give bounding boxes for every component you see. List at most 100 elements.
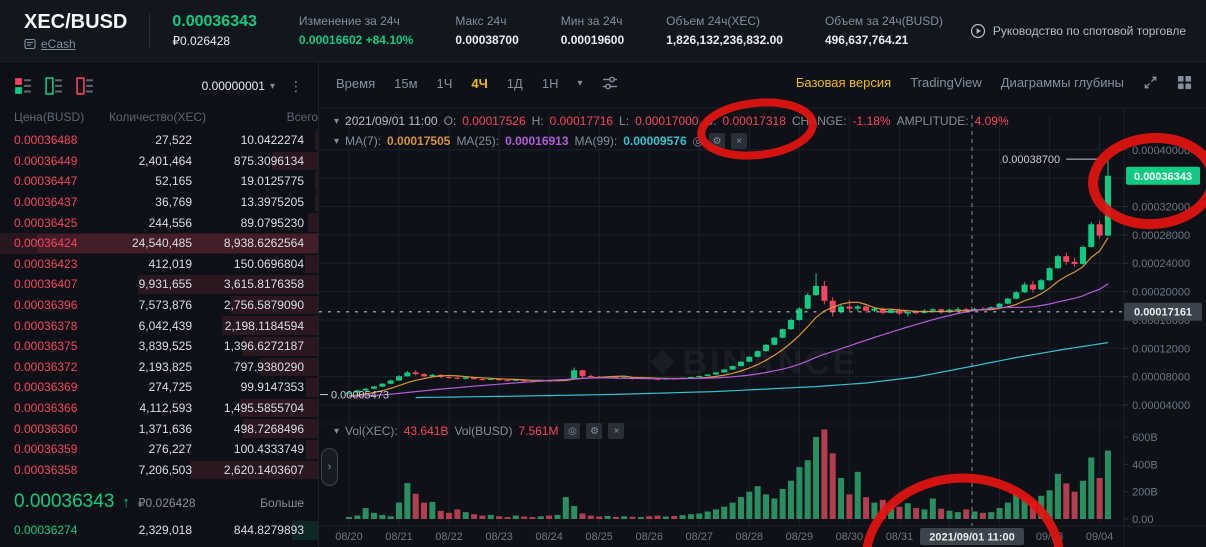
svg-text:08/26: 08/26 — [635, 531, 662, 543]
ohlc-label: O: — [443, 114, 457, 128]
spot-guide-link[interactable]: Руководство по спотовой торговле — [970, 23, 1186, 39]
row-total: 150.0696804 — [233, 256, 304, 271]
interval-15м[interactable]: 15м — [394, 75, 418, 91]
row-total: 99.9147353 — [240, 380, 304, 395]
vol-busd-value: 7.561M — [518, 424, 559, 438]
token-link[interactable]: eCash — [41, 36, 76, 51]
precision-dropdown[interactable]: 0.00000001 ▾ — [202, 79, 275, 93]
ma-label: MA(99): — [574, 134, 618, 148]
row-qty: 7,206,503 — [138, 462, 192, 477]
volume-info-row: ▾ Vol(XEC): 43.641B Vol(BUSD) 7.561M ◎ ⚙… — [334, 423, 625, 439]
more-link[interactable]: Больше — [260, 496, 304, 511]
book-mode-both-icon[interactable] — [14, 77, 32, 95]
ohlc-value: 0.00017716 — [549, 114, 614, 128]
price-axis[interactable]: 0.000040000.000080000.000120000.00016000… — [1124, 145, 1190, 526]
svg-text:0.00038700: 0.00038700 — [1002, 154, 1060, 166]
book-mode-asks-icon[interactable] — [76, 77, 94, 95]
svg-text:08/22: 08/22 — [435, 531, 462, 543]
vol-busd-label: Vol(BUSD) — [454, 424, 513, 438]
interval-chevron-down-icon[interactable]: ▾ — [577, 77, 583, 89]
row-price: 0.00036358 — [14, 462, 78, 477]
orderbook-collapse-handle[interactable]: › — [321, 448, 338, 486]
vol-eye-icon[interactable]: ◎ — [564, 423, 581, 439]
svg-text:08/27: 08/27 — [686, 531, 713, 543]
orderbook-ask-row[interactable]: 0.00036396 7,573,876 2,756.5879090 — [0, 295, 318, 316]
orderbook-ask-row[interactable]: 0.00036375 3,839,525 1,396.6272187 — [0, 336, 318, 357]
orderbook-ask-row[interactable]: 0.00036437 36,769 13.3975205 — [0, 192, 318, 213]
collapse-ma-icon[interactable]: ▾ — [334, 135, 340, 147]
row-total: 10.0422274 — [240, 133, 304, 148]
stat-value: 0.00016602 +84.10% — [298, 33, 414, 47]
ma-settings-gear-icon[interactable]: ⚙ — [709, 133, 726, 149]
orderbook-ask-row[interactable]: 0.00036449 2,401,464 875.3096134 — [0, 151, 318, 172]
last-price: 0.00036343 — [14, 491, 115, 513]
row-qty: 6,042,439 — [138, 318, 192, 333]
orderbook-bid-row[interactable]: 0.00036274 2,329,018 844.8279893 — [0, 520, 318, 541]
interval-1Д[interactable]: 1Д — [506, 75, 523, 91]
spot-guide-label: Руководство по спотовой торговле — [992, 23, 1186, 38]
indicator-settings-icon[interactable] — [602, 75, 618, 91]
last-price-row[interactable]: 0.00036343 ↑ ₽0.026428 Больше — [0, 482, 318, 520]
row-qty: 3,839,525 — [138, 339, 192, 354]
ma-close-icon[interactable]: × — [731, 133, 748, 149]
svg-text:08/25: 08/25 — [585, 531, 612, 543]
header-stat: Объем за 24ч(BUSD) 496,637,764.21 — [825, 14, 943, 47]
row-qty: 244,556 — [148, 215, 192, 230]
ohlc-value: -1.18% — [852, 114, 891, 128]
orderbook-ask-row[interactable]: 0.00036378 6,042,439 2,198.1184594 — [0, 315, 318, 336]
row-qty: 52,165 — [155, 174, 192, 189]
row-total: 13.3975205 — [240, 195, 304, 210]
chart-view-option[interactable]: Базовая версия — [795, 75, 892, 90]
orderbook-ask-row[interactable]: 0.00036372 2,193,825 797.9380290 — [0, 357, 318, 378]
token-badge-icon — [24, 38, 36, 49]
grid-layout-icon[interactable] — [1177, 75, 1192, 90]
interval-1Н[interactable]: 1Н — [541, 75, 559, 91]
svg-text:08/31: 08/31 — [886, 531, 913, 543]
chart-view-option[interactable]: TradingView — [910, 75, 982, 90]
orderbook-ask-row[interactable]: 0.00036488 27,522 10.0422274 — [0, 130, 318, 151]
svg-text:08/28: 08/28 — [736, 531, 763, 543]
collapse-ohlc-icon[interactable]: ▾ — [334, 115, 340, 127]
orderbook-ask-row[interactable]: 0.00036359 276,227 100.4333749 — [0, 439, 318, 460]
ohlc-value: 0.00017318 — [722, 114, 786, 128]
orderbook-ask-row[interactable]: 0.00036360 1,371,636 498.7268496 — [0, 418, 318, 439]
fullscreen-icon[interactable] — [1143, 75, 1158, 90]
crosshair-price-badge: 0.00017161 — [1134, 307, 1192, 319]
orderbook-ask-row[interactable]: 0.00036424 24,540,485 8,938.6262564 — [0, 232, 318, 254]
interval-1Ч[interactable]: 1Ч — [436, 75, 453, 91]
depth-bar — [305, 254, 318, 274]
crosshair-time-badge: 2021/09/01 11:00 — [929, 531, 1014, 543]
svg-text:09/04: 09/04 — [1086, 531, 1113, 543]
eye-icon[interactable]: ◎ — [692, 134, 704, 148]
vol-close-icon[interactable]: × — [608, 423, 625, 439]
interval-time-label[interactable]: Время — [336, 75, 376, 91]
interval-4Ч[interactable]: 4Ч — [471, 75, 488, 91]
orderbook-ask-row[interactable]: 0.00036358 7,206,503 2,620.1403607 — [0, 460, 318, 481]
orderbook-ask-row[interactable]: 0.00036425 244,556 89.0795230 — [0, 212, 318, 233]
row-qty: 2,193,825 — [138, 359, 192, 374]
row-total: 1,495.5855704 — [223, 401, 304, 416]
row-total: 100.4333749 — [233, 442, 304, 457]
book-mode-bids-icon[interactable] — [45, 77, 63, 95]
orderbook-ask-row[interactable]: 0.00036423 412,019 150.0696804 — [0, 254, 318, 275]
chart-view-option[interactable]: Диаграммы глубины — [1000, 75, 1124, 90]
chart-panel: BINANCE 0.00038700 0.00005473 0.00004000 0.0… — [318, 62, 1206, 547]
orderbook-ask-row[interactable]: 0.00036366 4,112,593 1,495.5855704 — [0, 398, 318, 419]
svg-text:BINANCE: BINANCE — [683, 344, 859, 382]
ohlc-value: 0.00017000 — [635, 114, 699, 128]
ohlc-label: CHANGE: — [791, 114, 847, 128]
svg-text:0.00020000: 0.00020000 — [1132, 287, 1190, 299]
vol-settings-gear-icon[interactable]: ⚙ — [586, 423, 603, 439]
ma25-line — [348, 283, 1109, 397]
row-qty: 7,573,876 — [138, 298, 192, 313]
row-qty: 274,725 — [148, 380, 192, 395]
collapse-volume-icon[interactable]: ▾ — [334, 425, 340, 437]
orderbook-ask-row[interactable]: 0.00036369 274,725 99.9147353 — [0, 377, 318, 398]
header-stats: Изменение за 24ч 0.00016602 +84.10% Макс … — [257, 14, 943, 47]
orderbook-menu-icon[interactable]: ⋮ — [289, 77, 304, 94]
orderbook-ask-row[interactable]: 0.00036447 52,165 19.0125775 — [0, 171, 318, 192]
ma-values: MA(7): 0.00017505 MA(25): 0.00016913 MA(99):… — [345, 134, 687, 148]
ohlc-values: O: 0.00017526 H: 0.00017716 L: 0.00017000 C: 0.… — [444, 114, 1009, 128]
orderbook-ask-row[interactable]: 0.00036407 9,931,655 3,615.8176358 — [0, 274, 318, 295]
header-price-block: 0.00036343 ₽0.026428 — [172, 13, 257, 49]
